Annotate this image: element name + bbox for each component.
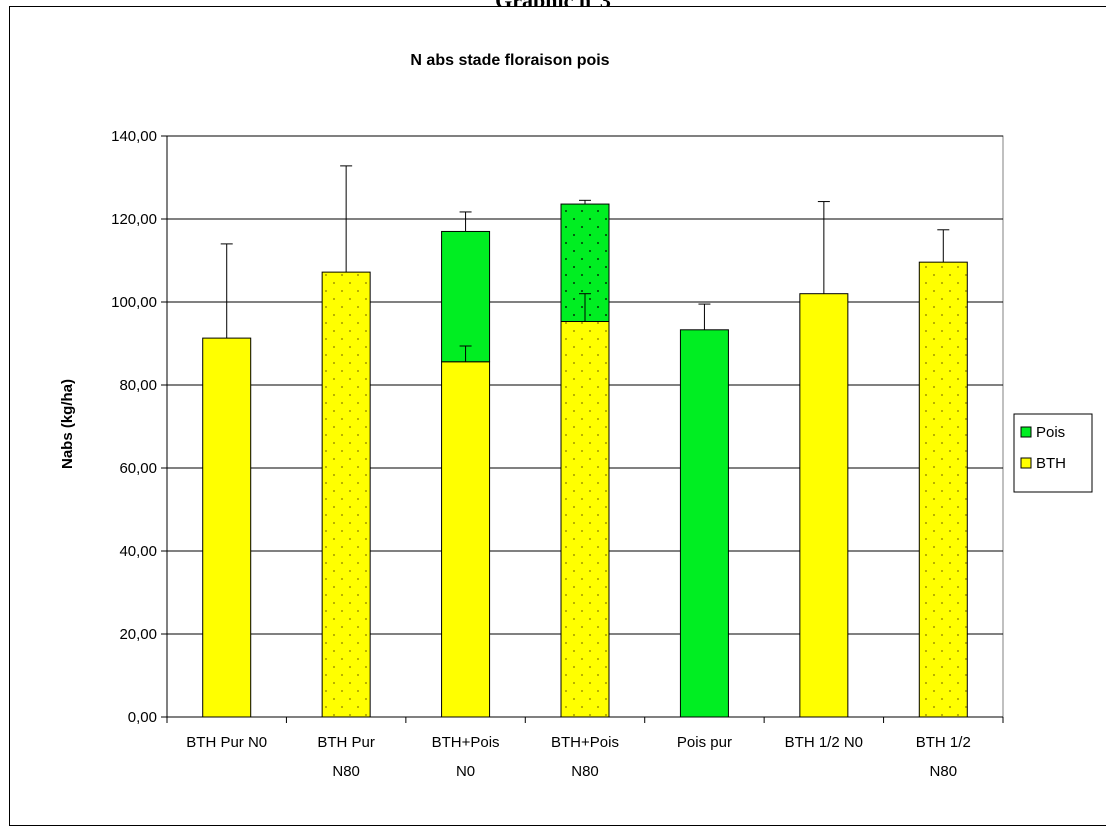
y-tick-label: 80,00 [119, 377, 157, 394]
y-tick-label: 40,00 [119, 543, 157, 560]
y-axis-label: Nabs (kg/ha) [59, 379, 76, 469]
bar-bth [799, 293, 849, 718]
x-category-label: Pois pur [677, 734, 732, 751]
x-category-label: BTH 1/2 N0 [785, 734, 863, 751]
y-tick-label: 20,00 [119, 626, 157, 643]
bar-bth [560, 321, 610, 718]
bar-bth [918, 261, 968, 718]
x-category-label: BTH Pur [317, 734, 375, 751]
plot-area: 0,00 20,00 40,00 60,00 80,00 100,00 120,00 140,… [111, 128, 1004, 780]
chart: N abs stade floraison pois Nabs (kg/ha) … [59, 52, 1093, 780]
legend-label-bth: BTH [1036, 455, 1066, 472]
bar-bth [441, 361, 491, 718]
legend-label-pois: Pois [1036, 424, 1065, 441]
chart-frame: N abs stade floraison pois Nabs (kg/ha) … [9, 6, 1106, 826]
y-tick-label: 60,00 [119, 460, 157, 477]
legend-swatch-pois [1020, 426, 1032, 438]
bar-bth [202, 337, 252, 718]
legend: Pois BTH [1013, 413, 1093, 493]
bar-pois [441, 230, 491, 363]
chart-title: N abs stade floraison pois [410, 52, 609, 69]
x-category-label: BTH+Pois [432, 734, 500, 751]
x-category-label: BTH 1/2 [916, 734, 971, 751]
y-tick-label: 120,00 [111, 211, 157, 228]
bar-bth [321, 271, 371, 718]
y-tick-label: 140,00 [111, 128, 157, 145]
y-tick-label: 100,00 [111, 294, 157, 311]
y-tick-label: 0,00 [128, 709, 157, 726]
x-category-label: N0 [456, 763, 475, 780]
x-category-label: BTH Pur N0 [186, 734, 267, 751]
x-category-label: N80 [571, 763, 599, 780]
x-category-label: N80 [332, 763, 360, 780]
bar-pois [679, 329, 729, 718]
x-category-label: N80 [930, 763, 958, 780]
legend-swatch-bth [1020, 457, 1032, 469]
x-category-label: BTH+Pois [551, 734, 619, 751]
